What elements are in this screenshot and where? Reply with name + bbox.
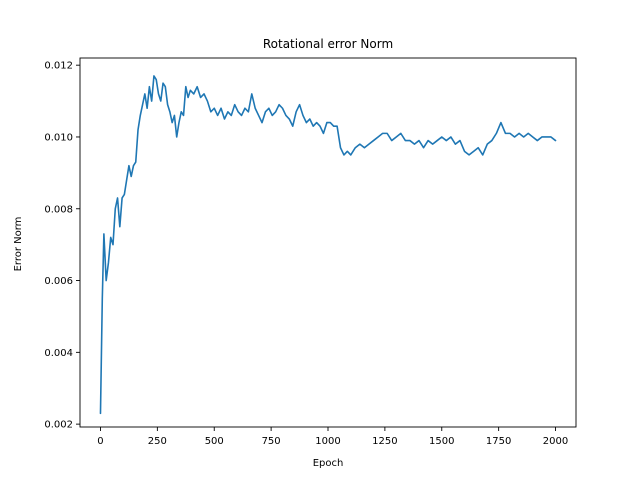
x-tick-label: 2000 <box>543 436 568 447</box>
x-tick-label: 1500 <box>429 436 454 447</box>
y-tick-label: 0.012 <box>44 61 73 72</box>
x-tick-label: 1000 <box>315 436 340 447</box>
x-tick-label: 1750 <box>486 436 511 447</box>
x-tick-label: 0 <box>97 436 103 447</box>
series-line-0 <box>99 75 557 415</box>
y-axis-label: Error Norm <box>13 217 24 272</box>
plot-area: 0 250 500 750 1000 1250 1500 1750 2000 0.002 0.004… <box>44 57 577 447</box>
x-tick-label: 750 <box>262 436 281 447</box>
x-tick-label: 500 <box>205 436 224 447</box>
y-tick-label: 0.008 <box>44 204 73 215</box>
y-tick-label: 0.004 <box>44 348 73 359</box>
x-tick-label: 1250 <box>372 436 397 447</box>
plot-frame <box>79 57 577 428</box>
x-tick-label: 250 <box>148 436 167 447</box>
y-tick-label: 0.010 <box>44 132 73 143</box>
y-tick-label: 0.006 <box>44 276 73 287</box>
x-axis-label: Epoch <box>313 458 344 469</box>
y-tick-label: 0.002 <box>44 420 73 431</box>
chart-title: Rotational error Norm <box>263 37 393 51</box>
